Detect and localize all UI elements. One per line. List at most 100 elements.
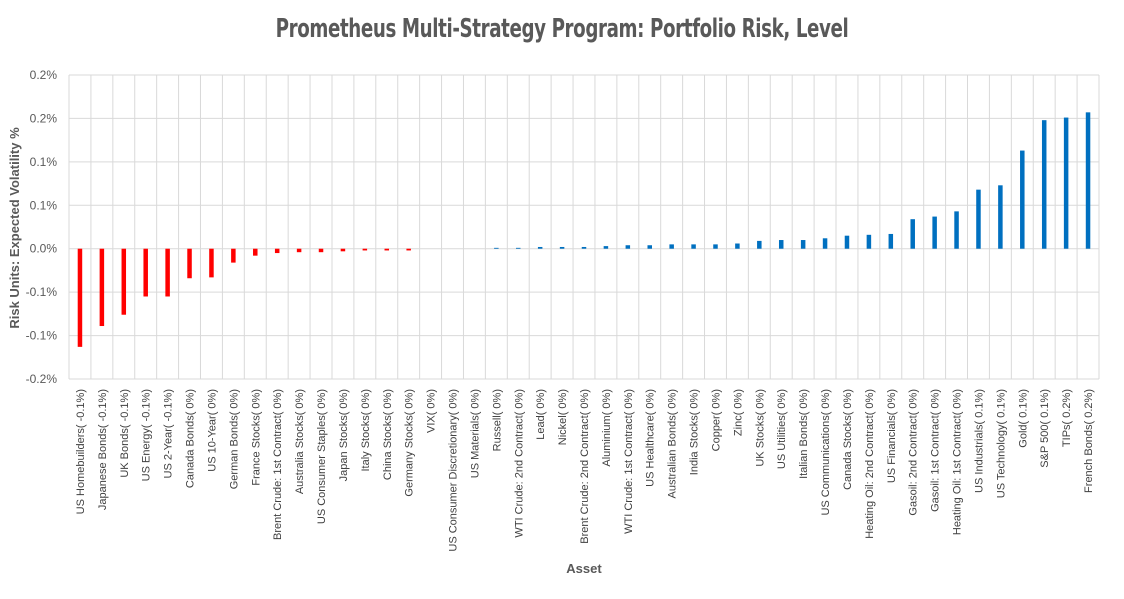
x-tick-label: US Materials( 0%) — [469, 389, 481, 478]
bar — [362, 248, 368, 251]
bar — [581, 246, 587, 249]
x-tick-label: Aluminium( 0%) — [601, 389, 613, 467]
x-tick-label: Gasoil: 1st Contract( 0%) — [930, 389, 942, 512]
gridlines — [68, 74, 1100, 380]
y-axis-title: Risk Units: Expected Volatility % — [7, 127, 22, 329]
x-tick-label: US Technology( 0.1%) — [995, 389, 1007, 498]
x-tick-label: Italy Stocks( 0%) — [360, 389, 372, 472]
x-tick-label: VIX( 0%) — [426, 389, 438, 433]
bar — [866, 234, 872, 249]
x-tick-label: UK Bonds( -0.1%) — [119, 389, 131, 478]
bar — [537, 246, 543, 249]
bar — [165, 248, 170, 297]
bar — [231, 248, 236, 263]
x-tick-label: French Bonds( 0.2%) — [1083, 389, 1095, 493]
x-tick-label: US Energy( -0.1%) — [141, 389, 153, 481]
bar — [384, 248, 390, 251]
bar — [559, 246, 565, 249]
x-tick-label: Japan Stocks( 0%) — [338, 389, 350, 481]
x-tick-label: India Stocks( 0%) — [689, 389, 701, 475]
y-tick-label: 0.2% — [30, 111, 58, 125]
bar — [976, 189, 981, 249]
bar — [318, 248, 324, 253]
bar — [603, 246, 609, 249]
x-tick-label: Zinc( 0%) — [732, 389, 744, 436]
bar — [669, 244, 674, 249]
x-tick-label: German Bonds( 0%) — [228, 389, 240, 489]
bar — [1085, 112, 1091, 249]
bar — [209, 248, 214, 278]
bar — [187, 248, 192, 279]
bar — [932, 216, 937, 249]
y-tick-label: 0.2% — [30, 68, 58, 82]
bar — [274, 248, 280, 254]
x-tick-label: France Stocks( 0%) — [250, 389, 262, 486]
x-tick-label: Gasoil: 2nd Contract( 0%) — [908, 389, 920, 516]
x-tick-label: US Healthcare( 0%) — [645, 389, 657, 487]
x-tick-label: US Industrials( 0.1%) — [973, 389, 985, 493]
x-tick-label: Germany Stocks( 0%) — [404, 389, 416, 497]
x-tick-label: Brent Crude: 2nd Contract( 0%) — [579, 389, 591, 544]
x-tick-label: US Communications( 0%) — [820, 389, 832, 516]
bar — [778, 240, 784, 249]
bar — [625, 245, 631, 249]
bars — [77, 112, 1091, 347]
x-tick-label: Russell( 0%) — [491, 389, 503, 451]
x-tick-label: Japanese Bonds( -0.1%) — [97, 389, 109, 510]
x-axis-title: Asset — [566, 561, 602, 576]
x-tick-label: Lead( 0%) — [535, 389, 547, 440]
x-tick-label: WTI Crude: 2nd Contract( 0%) — [513, 389, 525, 538]
x-tick-label: Brent Crude: 1st Contract( 0%) — [272, 389, 284, 540]
x-tick-label: US Homebuilders( -0.1%) — [75, 389, 87, 514]
x-tick-label: WTI Crude: 1st Contract( 0%) — [623, 389, 635, 534]
bar — [406, 248, 411, 251]
x-tick-label: US 2-Year( -0.1%) — [163, 389, 175, 478]
x-tick-label: Canada Stocks( 0%) — [842, 389, 854, 490]
x-tick-label: Copper( 0%) — [710, 389, 722, 451]
x-tick-label: Heating Oil: 2nd Contract( 0%) — [864, 389, 876, 539]
bar — [494, 247, 499, 249]
x-tick-label: Australia Stocks( 0%) — [294, 389, 306, 494]
bar — [910, 219, 915, 249]
x-tick-label: Nickel( 0%) — [557, 389, 569, 445]
bar — [143, 248, 148, 297]
bar — [1063, 117, 1069, 249]
x-axis-ticks: US Homebuilders( -0.1%) Japanese Bonds( -… — [75, 389, 1095, 552]
x-tick-label: TIPs( 0.2%) — [1061, 389, 1073, 447]
x-tick-label: Gold( 0.1%) — [1017, 389, 1029, 448]
y-tick-label: -0.1% — [26, 329, 58, 343]
bar — [1020, 150, 1025, 249]
bar — [253, 248, 258, 256]
bar — [998, 185, 1003, 249]
y-axis-ticks: 0.2% 0.2% 0.1% 0.1% 0.0% -0.1% -0.1% -0.2% — [26, 68, 58, 386]
x-tick-label: US Financials( 0%) — [886, 389, 898, 483]
bar — [713, 244, 718, 249]
bar — [735, 243, 740, 249]
chart-title: Prometheus Multi-Strategy Program: Portf… — [275, 14, 849, 44]
bar — [647, 245, 652, 249]
x-tick-label: UK Stocks( 0%) — [754, 389, 766, 467]
bar — [99, 248, 105, 327]
bar — [121, 248, 127, 315]
y-tick-label: 0.0% — [30, 242, 58, 256]
bar — [516, 247, 521, 249]
x-tick-label: US Utilities( 0%) — [776, 389, 788, 469]
bar — [691, 244, 696, 249]
x-tick-label: US 10-Year( 0%) — [206, 389, 218, 472]
y-tick-label: 0.1% — [30, 198, 58, 212]
y-tick-label: -0.1% — [26, 285, 58, 299]
bar — [1041, 120, 1047, 249]
x-tick-label: Canada Bonds( 0%) — [185, 389, 197, 488]
x-tick-label: US Consumer Staples( 0%) — [316, 389, 328, 524]
bar — [888, 233, 894, 249]
bar — [844, 235, 850, 249]
x-tick-label: S&P 500( 0.1%) — [1039, 389, 1051, 468]
y-tick-label: 0.1% — [30, 155, 58, 169]
bar — [296, 248, 302, 253]
bar — [800, 240, 806, 249]
x-tick-label: Heating Oil: 1st Contract( 0%) — [952, 389, 964, 535]
bar — [954, 211, 959, 249]
bar — [822, 238, 828, 249]
bar — [77, 248, 83, 347]
